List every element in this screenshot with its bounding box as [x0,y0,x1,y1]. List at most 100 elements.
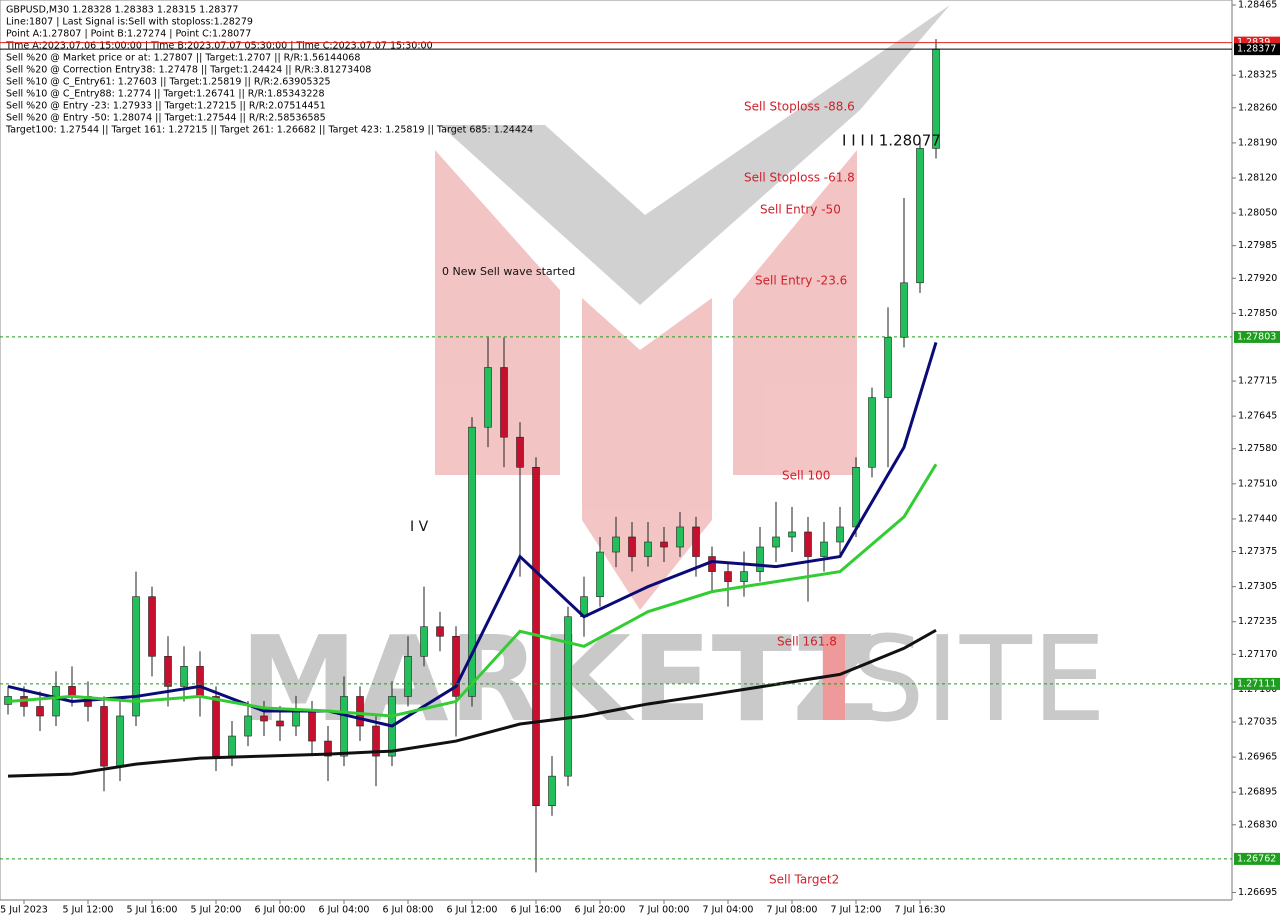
candle-body [132,596,140,717]
candle-body [660,541,668,548]
logo-band [435,150,560,475]
candle-body [292,710,300,727]
x-tick-label: 6 Jul 20:00 [575,905,626,916]
candle-body [628,536,636,557]
candle-body [676,526,684,548]
candle-body [228,735,236,757]
watermark-text: MARKETZ [240,610,878,748]
candle-body [340,696,348,757]
candle-body [372,725,380,757]
x-tick-label: 6 Jul 00:00 [255,905,306,916]
x-tick-label: 5 Jul 2023 [0,905,48,916]
candle-body [212,696,220,757]
candle-body [260,715,268,722]
annotations: Sell Stoploss -88.6 I I I I 1.28077 Sell… [410,100,941,887]
y-tick-label: 1.26895 [1238,787,1277,798]
info-line: Time A:2023.07.06 15:00:00 | Time B:2023… [5,41,433,52]
axis-background [1232,0,1280,920]
x-tick-label: 7 Jul 08:00 [767,905,818,916]
annotation: 0 New Sell wave started [442,265,575,278]
logo-swoosh [440,5,950,305]
x-tick-label: 5 Jul 20:00 [191,905,242,916]
candle-body [36,706,44,717]
candle-body [820,541,828,557]
candle-body [244,715,252,737]
candle-body [180,666,188,687]
x-tick-label: 7 Jul 16:30 [895,905,946,916]
x-tick-label: 5 Jul 12:00 [63,905,114,916]
candle-body [452,635,460,697]
level-tag [1234,677,1280,690]
info-line: Sell %20 @ Entry -50: 1.28074 || Target:… [6,113,326,124]
info-line: Sell %20 @ Market price or at: 1.27807 |… [6,53,360,64]
y-tick-label: 1.28260 [1238,102,1277,113]
y-tick-label: 1.26965 [1238,752,1277,763]
y-tick-label: 1.27850 [1238,308,1277,319]
candle-body [420,626,428,657]
info-line: Sell %20 @ Correction Entry38: 1.27478 |… [6,65,371,76]
candle-body [644,541,652,557]
y-tick-label: 1.27375 [1238,546,1277,557]
candle-body [116,715,124,767]
y-tick-label: 1.27035 [1238,717,1277,728]
info-line: Sell %10 @ C_Entry61: 1.27603 || Target:… [6,77,331,88]
candle-body [324,740,332,757]
x-tick-label: 6 Jul 16:00 [511,905,562,916]
candle-body [916,148,924,284]
level-label: 1.26762 [1237,853,1276,864]
candle-body [164,656,172,687]
info-line: Sell %20 @ Entry -23: 1.27933 || Target:… [6,101,326,112]
candle-body [788,531,796,538]
y-tick-label: 1.28190 [1238,137,1277,148]
annotation: I V [410,519,429,535]
y-tick-label: 1.27580 [1238,443,1277,454]
candle-body [772,536,780,548]
info-line: GBPUSD,M30 1.28328 1.28383 1.28315 1.283… [6,5,238,16]
y-tick-label: 1.27715 [1238,376,1277,387]
x-tick-label: 6 Jul 08:00 [383,905,434,916]
candle-body [548,775,556,807]
info-line: Line:1807 | Last Signal is:Sell with sto… [6,17,253,28]
y-tick-label: 1.28325 [1238,70,1277,81]
candle-body [756,546,764,572]
level-label: 1.28377 [1237,44,1276,55]
candle-body [148,596,156,657]
y-tick-label: 1.26830 [1238,819,1277,830]
annotation: Sell Entry -50 [760,203,841,217]
level-label: 1.27803 [1237,331,1276,342]
x-tick-label: 7 Jul 00:00 [639,905,690,916]
candle-body [900,282,908,338]
y-tick-label: 1.27510 [1238,478,1277,489]
y-tick-label: 1.26695 [1238,887,1277,898]
x-tick-label: 7 Jul 12:00 [831,905,882,916]
watermark-text: I [812,610,856,748]
annotation: Sell Entry -23.6 [755,274,847,288]
annotation: Sell Stoploss -61.8 [744,171,855,185]
info-line: Point A:1.27807 | Point B:1.27274 | Poin… [6,29,251,40]
candle-body [196,666,204,697]
annotation: Sell 100 [782,469,830,483]
candle-body [564,616,572,777]
candle-body [724,571,732,582]
logo-band [733,150,857,475]
annotation: Sell Stoploss -88.6 [744,100,855,114]
candle-body [500,367,508,438]
x-tick-label: 6 Jul 04:00 [319,905,370,916]
candle-body [100,706,108,767]
y-tick-label: 1.27170 [1238,649,1277,660]
candle-body [596,551,604,597]
marks [4,39,940,873]
candle-body [52,686,60,717]
x-tick-label: 7 Jul 04:00 [703,905,754,916]
moving-average [7,463,938,718]
y-tick-label: 1.28120 [1238,172,1277,183]
watermark: MARKETZ I SITE [240,610,1106,748]
y-tick-label: 1.28050 [1238,208,1277,219]
candle-body [740,571,748,582]
candle-body [612,536,620,553]
y-tick-label: 1.27305 [1238,581,1277,592]
y-tick-label: 1.27440 [1238,513,1277,524]
